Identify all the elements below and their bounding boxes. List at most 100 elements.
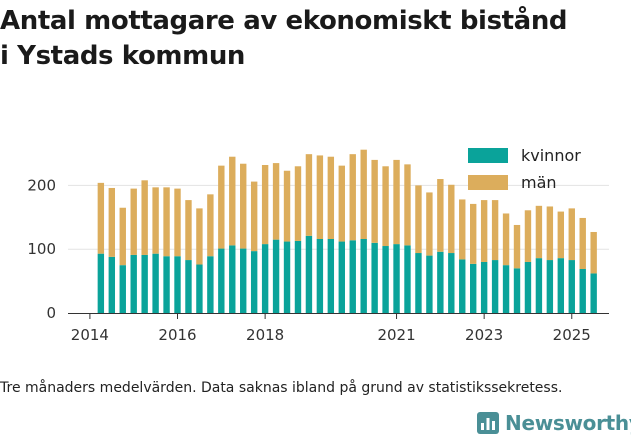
bar-kvinnor	[437, 251, 444, 313]
bar-man	[316, 155, 324, 239]
x-tick-label: 2021	[377, 326, 415, 344]
bar-man	[97, 182, 105, 254]
bar-kvinnor	[283, 241, 291, 313]
bar-man	[174, 188, 181, 257]
bar-kvinnor	[152, 253, 159, 313]
bar-man	[250, 181, 258, 252]
bar-man	[437, 179, 444, 252]
bar-man	[272, 163, 280, 240]
bar-kvinnor	[480, 261, 488, 313]
bar-kvinnor	[240, 248, 247, 313]
bar-man	[502, 213, 510, 266]
bar-kvinnor	[415, 253, 422, 313]
bar-kvinnor	[250, 251, 258, 313]
bar-kvinnor	[568, 260, 575, 313]
bar-kvinnor	[141, 254, 148, 313]
title-line-1: Antal mottagare av ekonomiskt bistånd	[0, 6, 568, 36]
bar-man	[480, 200, 488, 262]
bar-man	[360, 149, 367, 239]
page-title: Antal mottagare av ekonomiskt bistånd i …	[0, 4, 631, 74]
bar-kvinnor	[535, 258, 543, 313]
bar-man	[491, 200, 499, 261]
bar-kvinnor	[196, 264, 203, 313]
x-tick-label: 2023	[465, 326, 503, 344]
bar-man	[229, 156, 236, 246]
bar-kvinnor	[360, 239, 367, 313]
bar-man	[404, 164, 411, 246]
bar-man	[338, 165, 345, 242]
bar-kvinnor	[130, 254, 137, 313]
bar-kvinnor	[524, 261, 532, 313]
bar-man	[415, 185, 422, 254]
chart-caption: Tre månaders medelvärden. Data saknas ib…	[0, 380, 563, 396]
bar-man	[327, 156, 335, 239]
legend-swatch	[468, 148, 508, 163]
bar-kvinnor	[349, 240, 356, 313]
bar-chart-icon	[477, 412, 499, 434]
bar-kvinnor	[97, 253, 105, 313]
legend-swatch	[468, 175, 508, 190]
bar-kvinnor	[459, 259, 466, 313]
x-tick-label: 2025	[553, 326, 591, 344]
brand-name: Newsworthy	[505, 411, 631, 435]
bar-man	[240, 163, 247, 249]
x-tick-label: 2014	[71, 326, 109, 344]
bar-kvinnor	[382, 246, 389, 313]
bar-man	[152, 187, 159, 254]
bar-man	[283, 170, 291, 242]
bar-man	[382, 166, 389, 247]
bar-man	[218, 165, 225, 249]
title-line-2: i Ystads kommun	[0, 41, 246, 71]
bar-kvinnor	[338, 241, 345, 313]
bar-kvinnor	[316, 239, 324, 313]
bar-kvinnor	[426, 255, 433, 313]
bar-man	[590, 231, 597, 274]
brand-logo[interactable]: Newsworthy	[477, 408, 631, 438]
bar-man	[108, 187, 116, 257]
bar-man	[448, 184, 455, 254]
bar-man	[393, 159, 400, 245]
legend-label: kvinnor	[521, 146, 581, 165]
bar-man	[349, 154, 356, 241]
bar-kvinnor	[513, 268, 521, 313]
bar-man	[459, 199, 466, 260]
bar-kvinnor	[502, 265, 510, 313]
x-axis: 2014 2016 2018 2021 2023 2025	[68, 313, 609, 344]
bar-man	[568, 208, 575, 261]
bar-man	[470, 203, 477, 264]
bar-kvinnor	[185, 260, 192, 313]
bar-kvinnor	[261, 244, 269, 313]
bar-man	[305, 154, 313, 236]
bar-man	[119, 207, 126, 266]
y-tick-label: 100	[27, 240, 56, 258]
legend-label: män	[521, 173, 557, 192]
x-tick-label: 2018	[246, 326, 284, 344]
bar-man	[185, 200, 192, 261]
bar-kvinnor	[108, 256, 116, 313]
bar-kvinnor	[305, 235, 313, 313]
bar-man	[261, 165, 269, 245]
bars	[97, 149, 597, 313]
bar-man	[130, 188, 137, 255]
bar-man	[546, 206, 554, 261]
y-axis: 0 100 200	[27, 176, 56, 322]
bar-man	[196, 208, 203, 265]
bar-kvinnor	[404, 245, 411, 313]
bar-man	[579, 217, 586, 269]
bar-man	[535, 205, 543, 259]
bar-kvinnor	[448, 253, 455, 313]
bar-kvinnor	[229, 245, 236, 313]
bar-man	[141, 180, 148, 255]
bar-kvinnor	[218, 248, 225, 313]
bar-man	[163, 187, 170, 257]
y-tick-label: 0	[46, 304, 56, 322]
bar-kvinnor	[371, 242, 378, 313]
legend: kvinnor män	[468, 146, 581, 192]
x-tick-label: 2016	[158, 326, 196, 344]
bar-man	[513, 224, 521, 269]
bar-kvinnor	[590, 273, 597, 313]
bar-kvinnor	[272, 239, 280, 313]
bar-kvinnor	[327, 239, 335, 313]
bar-man	[294, 166, 302, 241]
